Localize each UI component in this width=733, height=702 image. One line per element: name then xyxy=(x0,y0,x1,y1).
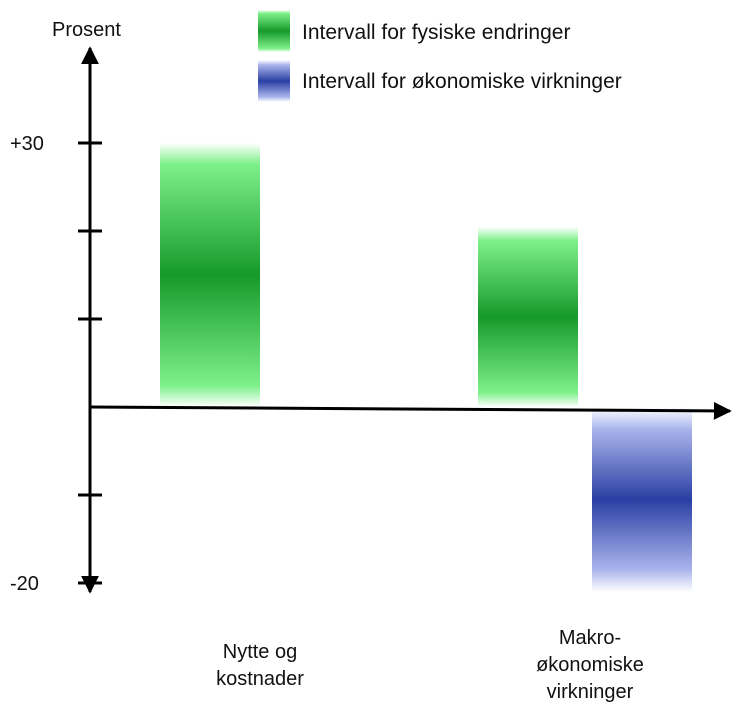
y-tick-label-1: -20 xyxy=(10,573,39,595)
y-ticks xyxy=(78,141,102,585)
category-label-0-line-1: kostnader xyxy=(216,668,304,690)
bar-series-1-category-1 xyxy=(592,407,692,592)
y-tick-label-0: +30 xyxy=(10,133,44,155)
legend-swatch-series-1 xyxy=(258,60,290,102)
category-labels: Nytte og kostnader Makro-økonomiske virknin… xyxy=(216,627,644,702)
legend-label-series-0: Intervall for fysiske endringer xyxy=(302,21,570,44)
legend-label-series-1: Intervall for økonomiske virkninger xyxy=(302,70,622,93)
y-tick-labels: +30 -20 xyxy=(10,133,44,595)
category-label-1-line-2: virkninger xyxy=(547,681,634,702)
bar-series-0-category-1 xyxy=(478,226,578,407)
legend: Intervall for fysiske endringer Interval… xyxy=(258,10,622,102)
x-axis xyxy=(89,401,732,420)
category-label-1-line-0: Makro- xyxy=(559,627,621,649)
y-axis-label: Prosent xyxy=(52,19,121,41)
category-label-1-line-1: økonomiske xyxy=(536,654,644,676)
bar-series-0-category-0 xyxy=(160,143,260,407)
category-label-0-line-0: Nytte og xyxy=(223,641,297,663)
bars xyxy=(160,143,692,592)
legend-swatch-series-0 xyxy=(258,10,290,52)
